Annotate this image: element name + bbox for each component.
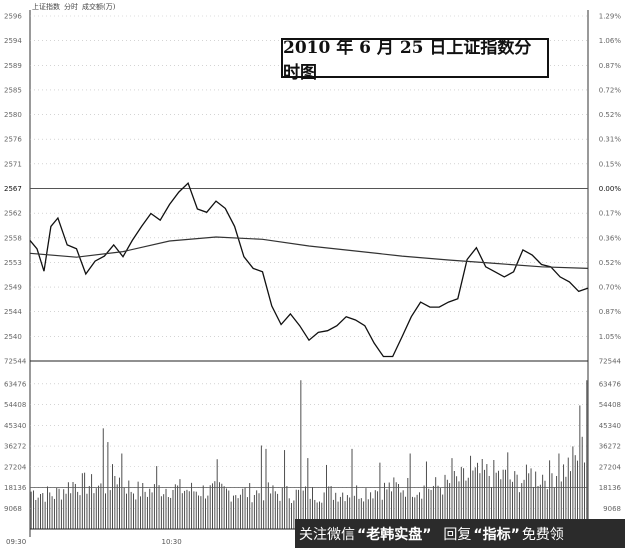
watermark-quote-2: “指标” <box>473 526 520 543</box>
price-tick-right: 0.87% <box>599 62 622 70</box>
volume-tick-left: 54408 <box>4 401 26 409</box>
price-tick-right: 0.00% <box>599 185 622 193</box>
x-tick-label: 10:30 <box>162 538 182 546</box>
price-tick-right: 0.17% <box>599 210 622 218</box>
price-tick-right: 0.70% <box>599 284 622 292</box>
header-volume-label: 成交额(万) <box>82 3 116 11</box>
price-tick-left: 2585 <box>4 86 22 94</box>
volume-tick-right: 36272 <box>599 443 621 451</box>
price-tick-left: 2594 <box>4 37 22 45</box>
price-tick-right: 0.36% <box>599 234 622 242</box>
price-tick-left: 2562 <box>4 210 22 218</box>
watermark-banner: 关注微信 “老韩实盘” 回复 “指标” 免费领 <box>295 519 625 548</box>
volume-tick-right: 18136 <box>599 484 622 492</box>
price-tick-left: 2596 <box>4 13 22 21</box>
average-line <box>29 236 589 269</box>
price-tick-right: 0.87% <box>599 308 622 316</box>
price-tick-left: 2553 <box>4 259 22 267</box>
price-tick-right: 0.31% <box>599 136 622 144</box>
x-tick-label: 09:30 <box>6 538 26 546</box>
volume-tick-left: 18136 <box>4 484 27 492</box>
price-tick-right: 1.29% <box>599 13 622 21</box>
price-tick-left: 2571 <box>4 160 22 168</box>
price-tick-left: 2580 <box>4 111 22 119</box>
price-tick-left: 2540 <box>4 333 22 341</box>
volume-tick-left: 63476 <box>4 380 27 388</box>
price-tick-left: 2576 <box>4 136 22 144</box>
volume-tick-right: 63476 <box>599 380 622 388</box>
price-tick-right: 0.52% <box>599 111 622 119</box>
header-index-label: 上证指数 <box>32 3 60 11</box>
volume-tick-left: 27204 <box>4 463 27 471</box>
watermark-text-2: 回复 <box>443 526 472 543</box>
watermark-text-1: 关注微信 <box>299 526 355 543</box>
price-tick-right: 0.15% <box>599 160 622 168</box>
watermark-text-3: 免费领 <box>521 526 564 543</box>
volume-tick-right: 27204 <box>599 463 622 471</box>
price-tick-left: 2544 <box>4 308 22 316</box>
price-tick-left: 2558 <box>4 234 22 242</box>
price-tick-right: 1.06% <box>599 37 622 45</box>
price-tick-right: 72544 <box>599 358 622 366</box>
volume-tick-right: 45340 <box>599 422 621 430</box>
price-tick-right: 1.05% <box>599 333 622 341</box>
price-tick-left: 2549 <box>4 284 22 292</box>
price-tick-right: 0.52% <box>599 259 622 267</box>
chart-title: 2010 年 6 月 25 日上证指数分时图 <box>281 38 549 83</box>
index-line <box>29 182 589 358</box>
price-tick-left: 2589 <box>4 62 22 70</box>
volume-tick-right: 54408 <box>599 401 621 409</box>
header-period-label: 分时 <box>64 3 78 11</box>
price-tick-left: 2567 <box>4 185 22 193</box>
volume-tick-left: 45340 <box>4 422 26 430</box>
price-tick-right: 0.72% <box>599 86 622 94</box>
volume-tick-right: 9068 <box>603 505 621 513</box>
watermark-quote-1: “老韩实盘” <box>357 526 432 543</box>
volume-tick-left: 9068 <box>4 505 22 513</box>
price-tick-left: 72544 <box>4 358 27 366</box>
volume-tick-left: 36272 <box>4 443 26 451</box>
